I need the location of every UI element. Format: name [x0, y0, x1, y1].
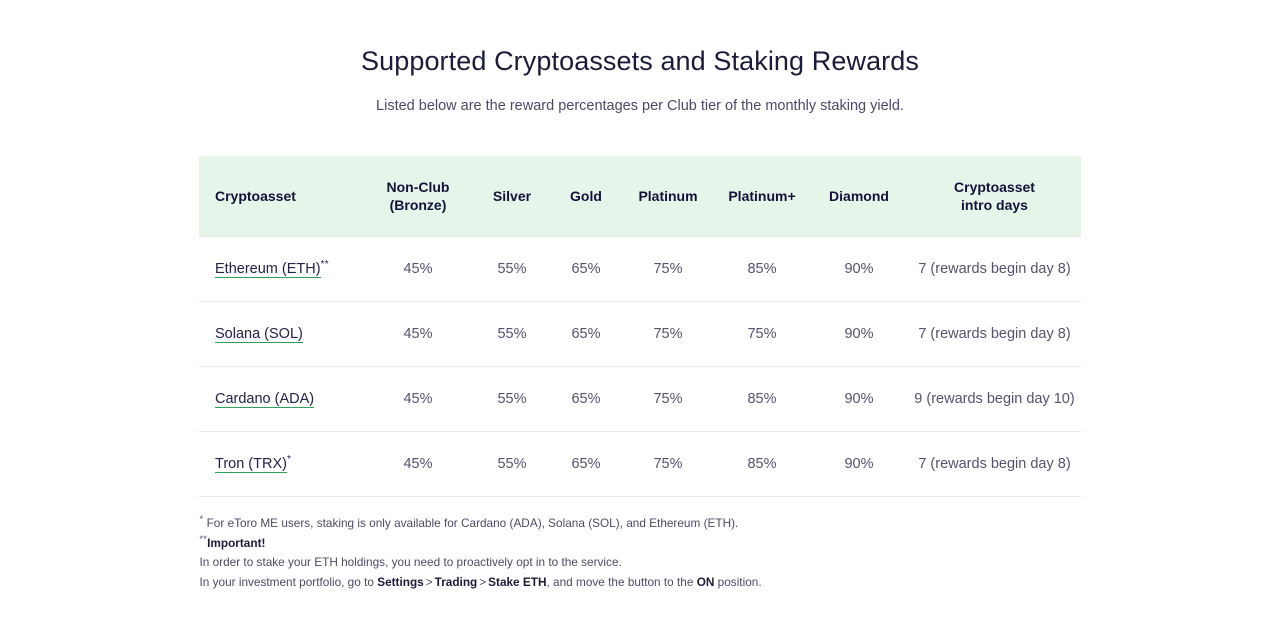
table-header: Cryptoasset Non-Club (Bronze) Silver Gol…	[199, 156, 1081, 237]
cell-platinum-plus: 85%	[714, 431, 810, 497]
cell-platinum: 75%	[622, 236, 714, 302]
column-header-non-club-line2: (Bronze)	[389, 197, 447, 213]
table-header-row: Cryptoasset Non-Club (Bronze) Silver Gol…	[199, 156, 1081, 237]
cell-bronze: 45%	[362, 431, 474, 497]
cell-gold: 65%	[550, 366, 622, 432]
rewards-table: Cryptoasset Non-Club (Bronze) Silver Gol…	[199, 156, 1081, 497]
table-row: Solana (SOL) 45% 55% 65% 75% 75% 90% 7 (…	[199, 301, 1081, 367]
table-row: Tron (TRX)* 45% 55% 65% 75% 85% 90% 7 (r…	[199, 431, 1081, 497]
footnote-separator-2: >	[479, 574, 487, 589]
asset-link-tron[interactable]: Tron (TRX)	[215, 456, 287, 473]
column-header-non-club-line1: Non-Club	[386, 179, 450, 195]
asset-link-cardano[interactable]: Cardano (ADA)	[215, 391, 315, 408]
footnote-settings-label: Settings	[377, 574, 424, 589]
footnote-line-1: * For eToro ME users, staking is only av…	[200, 515, 1082, 532]
cell-bronze: 45%	[362, 366, 474, 432]
cell-platinum-plus: 85%	[714, 236, 810, 302]
footnote-line-4-part2: , and move the button to the	[546, 574, 697, 589]
page-subtitle: Listed below are the reward percentages …	[376, 98, 904, 114]
column-header-intro-days: Cryptoasset intro days	[908, 156, 1081, 237]
cell-bronze: 45%	[362, 236, 474, 302]
cell-platinum: 75%	[622, 366, 714, 432]
column-header-silver: Silver	[492, 188, 532, 204]
table-row: Cardano (ADA) 45% 55% 65% 75% 85% 90% 9 …	[199, 366, 1081, 432]
cell-platinum: 75%	[622, 301, 714, 367]
cell-platinum: 75%	[622, 431, 714, 497]
asset-footnote-marker: *	[286, 454, 292, 466]
footnote-important-label: Important!	[207, 535, 266, 550]
footnotes-block: * For eToro ME users, staking is only av…	[199, 515, 1082, 590]
asset-cell: Solana (SOL)	[199, 301, 362, 367]
column-header-diamond: Diamond	[829, 188, 889, 204]
asset-cell: Cardano (ADA)	[199, 366, 362, 432]
cell-intro-days: 7 (rewards begin day 8)	[908, 431, 1081, 497]
asset-cell: Tron (TRX)*	[199, 431, 362, 497]
column-header-platinum: Platinum	[638, 188, 698, 204]
rewards-table-container: Cryptoasset Non-Club (Bronze) Silver Gol…	[199, 156, 1081, 497]
footnote-line-2: **Important!	[199, 533, 1082, 552]
cell-intro-days: 9 (rewards begin day 10)	[908, 366, 1081, 432]
column-header-platinum-plus: Platinum+	[728, 188, 796, 204]
column-header-intro-line1: Cryptoasset	[954, 179, 1035, 195]
asset-cell: Ethereum (ETH)**	[199, 236, 362, 302]
column-header-intro-line2: intro days	[961, 197, 1028, 213]
footnote-line-4-part1: In your investment portfolio, go to	[199, 574, 378, 589]
table-row: Ethereum (ETH)** 45% 55% 65% 75% 85% 90%…	[199, 236, 1081, 302]
cell-gold: 65%	[550, 431, 622, 497]
heading-block: Supported Cryptoassets and Staking Rewar…	[0, 0, 1280, 116]
cell-silver: 55%	[474, 431, 550, 497]
asset-link-solana[interactable]: Solana (SOL)	[215, 326, 303, 343]
footnote-on-label: ON	[696, 574, 715, 589]
asset-link-ethereum[interactable]: Ethereum (ETH)	[215, 261, 321, 278]
cell-diamond: 90%	[810, 431, 908, 497]
column-header-gold: Gold	[570, 188, 602, 204]
cell-platinum-plus: 75%	[714, 301, 810, 367]
footnote-marker-single: *	[199, 514, 204, 525]
cell-silver: 55%	[474, 301, 550, 367]
cell-diamond: 90%	[810, 301, 908, 367]
cell-silver: 55%	[474, 236, 550, 302]
footnote-stake-eth-label: Stake ETH	[488, 574, 547, 589]
footnote-separator-1: >	[425, 574, 433, 589]
cell-gold: 65%	[550, 236, 622, 302]
footnote-marker-double: **	[199, 533, 208, 544]
cell-intro-days: 7 (rewards begin day 8)	[908, 236, 1081, 302]
footnote-line-4: In your investment portfolio, go to Sett…	[200, 574, 1082, 591]
cell-platinum-plus: 85%	[714, 366, 810, 432]
footnote-line-4-part3: position.	[714, 574, 762, 589]
column-header-non-club-bronze: Non-Club (Bronze)	[362, 156, 474, 237]
footnote-line-3: In order to stake your ETH holdings, you…	[199, 555, 622, 569]
cell-diamond: 90%	[810, 236, 908, 302]
cell-intro-days: 7 (rewards begin day 8)	[908, 301, 1081, 367]
cell-diamond: 90%	[810, 366, 908, 432]
footnote-trading-label: Trading	[434, 574, 478, 589]
footnote-line-1-text: For eToro ME users, staking is only avai…	[203, 516, 739, 530]
cell-bronze: 45%	[362, 301, 474, 367]
table-body: Ethereum (ETH)** 45% 55% 65% 75% 85% 90%…	[199, 236, 1081, 497]
column-header-cryptoasset: Cryptoasset	[215, 188, 296, 204]
cell-gold: 65%	[550, 301, 622, 367]
page-title: Supported Cryptoassets and Staking Rewar…	[360, 46, 919, 76]
asset-footnote-marker: **	[320, 259, 329, 271]
cell-silver: 55%	[474, 366, 550, 432]
